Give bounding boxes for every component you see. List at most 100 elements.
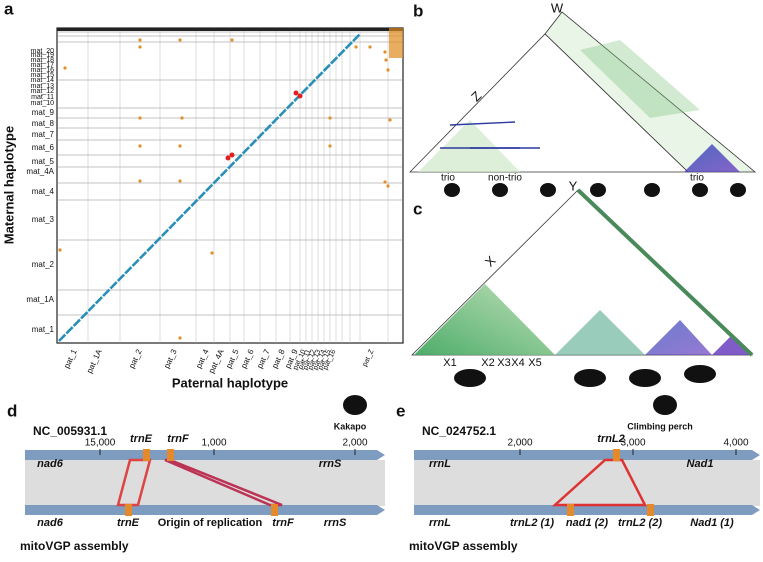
axis-title: Maternal haplotype bbox=[1, 126, 16, 244]
mammal-icon bbox=[629, 369, 661, 387]
hic-x-blue bbox=[645, 320, 712, 355]
off-diagonal-hit bbox=[328, 144, 332, 148]
hic-blue bbox=[684, 144, 740, 172]
gene-label: trnL2 (1) bbox=[510, 517, 554, 529]
bird-icon bbox=[492, 183, 508, 197]
off-diagonal-hit bbox=[178, 179, 182, 183]
species: Kakapo bbox=[334, 421, 367, 431]
off-diagonal-hit bbox=[138, 144, 142, 148]
right-band bbox=[389, 28, 403, 58]
assembly-track bbox=[25, 505, 385, 515]
axis-label: Y bbox=[569, 178, 578, 193]
y-label: mat_8 bbox=[32, 119, 55, 128]
inversion bbox=[229, 152, 235, 158]
trna-marker bbox=[271, 504, 278, 516]
accession: NC_005931.1 bbox=[33, 424, 107, 438]
gene-label: rrnS bbox=[319, 458, 342, 470]
off-diagonal-hit bbox=[210, 251, 214, 255]
y-label: mat_4 bbox=[32, 187, 55, 196]
y-label: mat_14 bbox=[31, 77, 54, 84]
accession: NC_024752.1 bbox=[422, 424, 496, 438]
gene-label: trnE bbox=[117, 517, 140, 529]
y-label: mat_15 bbox=[31, 72, 54, 79]
gene-label: rrnL bbox=[429, 517, 451, 529]
off-diagonal-hit bbox=[383, 50, 387, 54]
species-icon bbox=[653, 395, 677, 415]
panel-label: a bbox=[4, 0, 14, 18]
off-diagonal-hit bbox=[230, 38, 234, 42]
chromosome-label: X3 bbox=[497, 357, 510, 369]
off-diagonal-hit bbox=[178, 336, 182, 340]
gene-label: Nad1 bbox=[687, 458, 714, 470]
mammal-icon bbox=[684, 365, 716, 383]
hic-w-dense bbox=[580, 40, 700, 118]
y-label: mat_18 bbox=[31, 57, 54, 64]
gene-label: trnL2 (2) bbox=[618, 517, 662, 529]
scale-label: 1,000 bbox=[201, 438, 226, 449]
inversion bbox=[297, 93, 303, 99]
off-diagonal-hit bbox=[58, 248, 62, 252]
alignment-band bbox=[414, 460, 760, 506]
bird-icon bbox=[444, 183, 460, 197]
x-label: pat_1A bbox=[85, 347, 104, 374]
y-label: mat_1 bbox=[32, 325, 55, 334]
off-diagonal-hit bbox=[178, 38, 182, 42]
x-label: pat_1 bbox=[62, 347, 79, 369]
gene-label: nad1 (2) bbox=[566, 517, 609, 529]
gene-label: trnF bbox=[272, 517, 294, 529]
y-label: mat_19 bbox=[31, 52, 54, 59]
gene-label: nad6 bbox=[37, 458, 64, 470]
off-diagonal-hit bbox=[138, 179, 142, 183]
y-label: mat_9 bbox=[32, 108, 55, 117]
top-band bbox=[57, 28, 403, 31]
y-label: mat_5 bbox=[32, 157, 55, 166]
assembly-label: mitoVGP assembly bbox=[20, 539, 129, 553]
scale-label: 2,000 bbox=[342, 438, 367, 449]
trna-marker bbox=[567, 504, 574, 516]
x-label: pat_3 bbox=[162, 347, 179, 369]
off-diagonal-hit bbox=[384, 58, 388, 62]
scale-label: 2,000 bbox=[507, 438, 532, 449]
x-label: pat_2 bbox=[127, 347, 144, 369]
off-diagonal-hit bbox=[138, 45, 142, 49]
y-label: mat_10 bbox=[31, 100, 54, 107]
y-label: mat_2 bbox=[32, 260, 55, 269]
gene-label: Origin of replication bbox=[158, 517, 263, 529]
off-diagonal-hit bbox=[63, 66, 67, 70]
reference-track bbox=[25, 450, 385, 460]
bird-icon bbox=[730, 183, 746, 197]
scale-label: 15,000 bbox=[85, 438, 116, 449]
trna-marker bbox=[167, 449, 174, 461]
off-diagonal-hit bbox=[138, 116, 142, 120]
y-label: mat_4A bbox=[26, 167, 54, 176]
off-diagonal-hit bbox=[178, 144, 182, 148]
bird-icon bbox=[644, 183, 660, 197]
species: Climbing perch bbox=[627, 421, 693, 431]
off-diagonal-hit bbox=[354, 45, 358, 49]
trna-marker bbox=[647, 504, 654, 516]
alignment-band bbox=[25, 460, 385, 506]
off-diagonal-hit bbox=[328, 116, 332, 120]
group-label: trio bbox=[441, 173, 455, 184]
assembly-label: mitoVGP assembly bbox=[409, 539, 518, 553]
gene-label: nad6 bbox=[37, 517, 64, 529]
chromosome-label: X2 bbox=[481, 357, 494, 369]
y-label: mat_1A bbox=[26, 295, 54, 304]
chromosome-label: X5 bbox=[528, 357, 541, 369]
hic-x-green bbox=[414, 284, 555, 355]
y-label: mat_17 bbox=[31, 62, 54, 69]
panel-label: e bbox=[396, 401, 405, 420]
trna-marker bbox=[125, 504, 132, 516]
off-diagonal-hit bbox=[138, 38, 142, 42]
hic-x-violet bbox=[712, 335, 752, 355]
bird-icon bbox=[540, 183, 556, 197]
bird-icon bbox=[692, 183, 708, 197]
off-diagonal-hit bbox=[383, 180, 387, 184]
y-label: mat_7 bbox=[32, 130, 55, 139]
y-label: mat_6 bbox=[32, 143, 55, 152]
off-diagonal-hit bbox=[388, 118, 392, 122]
y-label: mat_13 bbox=[31, 83, 54, 90]
hic-x-mid bbox=[555, 310, 645, 355]
